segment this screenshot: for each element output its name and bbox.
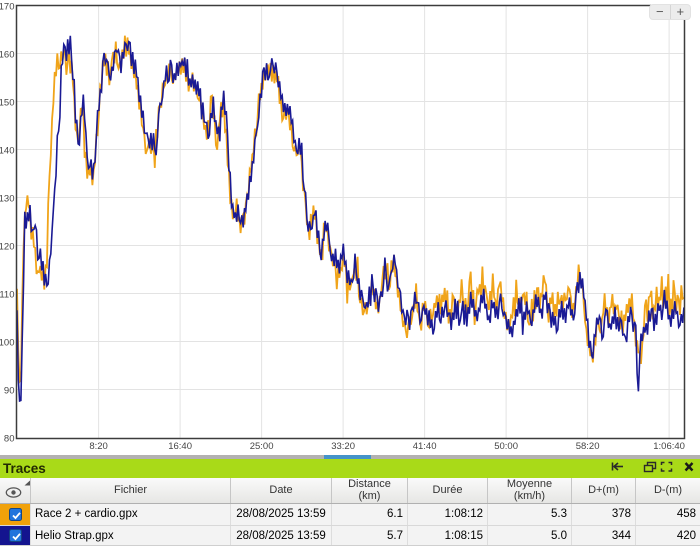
svg-text:41:40: 41:40 <box>413 441 437 452</box>
svg-text:170: 170 <box>0 1 15 12</box>
svg-text:150: 150 <box>0 97 15 108</box>
svg-text:50:00: 50:00 <box>494 441 518 452</box>
svg-text:140: 140 <box>0 145 15 156</box>
svg-text:58:20: 58:20 <box>576 441 600 452</box>
svg-text:100: 100 <box>0 337 15 348</box>
svg-text:1:06:40: 1:06:40 <box>653 441 685 452</box>
svg-text:130: 130 <box>0 193 15 204</box>
svg-text:160: 160 <box>0 49 15 60</box>
svg-text:25:00: 25:00 <box>250 441 274 452</box>
svg-text:110: 110 <box>0 289 15 300</box>
svg-text:90: 90 <box>4 385 15 396</box>
svg-text:16:40: 16:40 <box>168 441 192 452</box>
svg-text:33:20: 33:20 <box>331 441 355 452</box>
svg-text:8:20: 8:20 <box>89 441 108 452</box>
svg-text:80: 80 <box>4 433 15 444</box>
svg-text:120: 120 <box>0 241 15 252</box>
